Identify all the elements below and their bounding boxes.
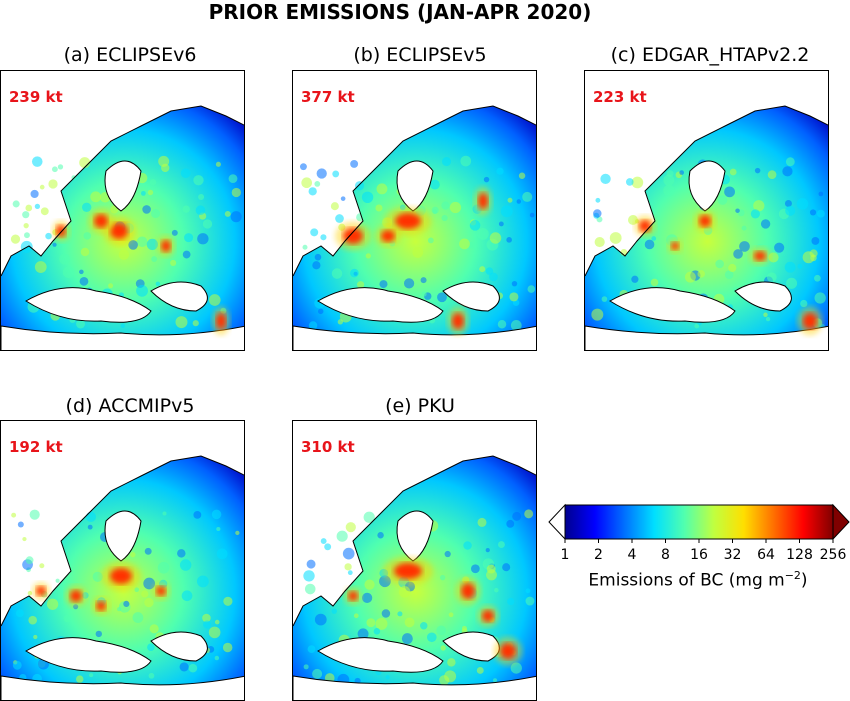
colorbar-tick-label: 64 <box>757 547 775 563</box>
sea-region <box>734 281 792 312</box>
emission-hotspot <box>639 220 651 232</box>
emission-hotspot <box>478 193 488 209</box>
colorbar-label-main: Emissions of BC (mg m <box>588 570 785 591</box>
total-label-c: 223 kt <box>593 88 647 106</box>
emission-hotspot <box>381 230 395 242</box>
panel-title-a: (a) ECLIPSEv6 <box>63 44 197 66</box>
colorbar-extend-high <box>832 503 850 541</box>
colorbar: 1 2 4 8 16 32 64 128 256 <box>548 503 850 563</box>
total-label-b: 377 kt <box>301 88 355 106</box>
map-panel-a: 239 kt <box>0 70 245 351</box>
emission-hotspot <box>343 228 363 244</box>
colorbar-extend-low <box>548 503 566 541</box>
sea-region <box>396 510 434 562</box>
sea-region <box>396 160 434 212</box>
emission-hotspot <box>216 313 226 329</box>
sea-region <box>293 325 536 350</box>
sea-region <box>25 637 152 673</box>
colorbar-tick-label: 128 <box>786 547 813 563</box>
emission-hotspot <box>803 313 817 329</box>
emission-hotspot <box>395 213 421 229</box>
sea-region <box>688 160 726 212</box>
sea-region <box>150 631 208 662</box>
emission-map-d <box>1 455 244 700</box>
emission-hotspot <box>110 568 132 584</box>
sea-region <box>317 287 444 323</box>
emission-hotspot <box>348 591 358 601</box>
figure-title: PRIOR EMISSIONS (JAN-APR 2020) <box>208 0 592 24</box>
emission-hotspot <box>754 251 766 261</box>
sea-region <box>293 675 536 700</box>
emission-hotspot <box>96 601 106 611</box>
coastline <box>1 105 244 277</box>
map-panel-b: 377 kt <box>292 70 537 351</box>
emission-hotspot <box>461 583 475 599</box>
emission-hotspot <box>36 586 46 596</box>
panel-title-b: (b) ECLIPSEv5 <box>353 44 487 66</box>
emission-hotspot <box>482 610 494 622</box>
map-panel-e: 310 kt <box>292 420 537 701</box>
emission-hotspot <box>70 590 82 602</box>
emission-hotspot <box>699 215 711 227</box>
emission-hotspot <box>156 586 166 596</box>
total-label-a: 239 kt <box>9 88 63 106</box>
emission-hotspot <box>110 223 128 239</box>
colorbar-gradient <box>564 504 834 540</box>
total-label-e: 310 kt <box>301 438 355 456</box>
sea-region <box>317 637 444 673</box>
emission-hotspot <box>394 563 422 579</box>
coastline <box>1 455 244 627</box>
colorbar-label-close: ) <box>800 570 808 591</box>
map-panel-c: 223 kt <box>584 70 829 351</box>
sea-region <box>442 281 500 312</box>
sea-region <box>104 510 142 562</box>
colorbar-ticks: 1 2 4 8 16 32 64 128 256 <box>561 539 847 563</box>
emission-hotspot <box>452 313 464 329</box>
emission-hotspot <box>94 214 108 228</box>
emission-map-c <box>585 105 828 350</box>
emission-map-e <box>293 455 536 700</box>
colorbar-tick-label: 2 <box>594 547 603 563</box>
colorbar-tick-label: 256 <box>820 547 847 563</box>
emission-map-b <box>293 105 536 350</box>
panel-title-d: (d) ACCMIPv5 <box>65 395 195 417</box>
coastline <box>293 105 536 277</box>
colorbar-label-superscript: −2 <box>784 569 801 582</box>
sea-region <box>1 675 244 700</box>
total-label-d: 192 kt <box>9 438 63 456</box>
emission-map-a <box>1 105 244 350</box>
colorbar-tick-label: 8 <box>661 547 670 563</box>
sea-region <box>150 281 208 312</box>
emission-hotspot <box>671 242 679 250</box>
coastline <box>293 455 536 627</box>
colorbar-tick-label: 32 <box>724 547 742 563</box>
coastline <box>585 105 828 277</box>
map-panel-d: 192 kt <box>0 420 245 701</box>
colorbar-tick-label: 4 <box>628 547 637 563</box>
emission-hotspot <box>161 240 171 252</box>
panel-title-c: (c) EDGAR_HTAPv2.2 <box>610 44 810 66</box>
colorbar-tick-label: 1 <box>561 547 570 563</box>
colorbar-label: Emissions of BC (mg m−2) <box>548 569 848 591</box>
sea-region <box>609 287 736 323</box>
emission-hotspot <box>56 225 66 237</box>
sea-region <box>25 287 152 323</box>
panel-title-e: (e) PKU <box>385 395 455 417</box>
colorbar-tick-label: 16 <box>690 547 708 563</box>
emission-hotspot <box>500 643 516 659</box>
sea-region <box>104 160 142 212</box>
